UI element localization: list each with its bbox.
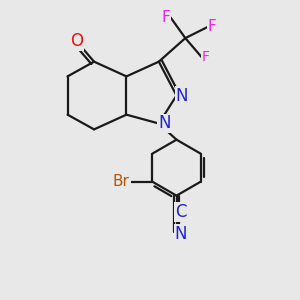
Text: O: O [70, 32, 83, 50]
Text: N: N [175, 225, 187, 243]
Text: N: N [158, 115, 170, 133]
Text: Br: Br [113, 174, 130, 189]
Text: F: F [202, 50, 210, 64]
Text: F: F [208, 19, 216, 34]
Text: F: F [162, 10, 171, 25]
Text: C: C [175, 203, 187, 221]
Text: N: N [176, 86, 188, 104]
